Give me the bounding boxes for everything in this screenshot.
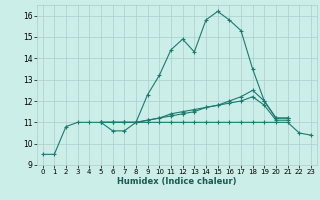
X-axis label: Humidex (Indice chaleur): Humidex (Indice chaleur) bbox=[117, 177, 236, 186]
